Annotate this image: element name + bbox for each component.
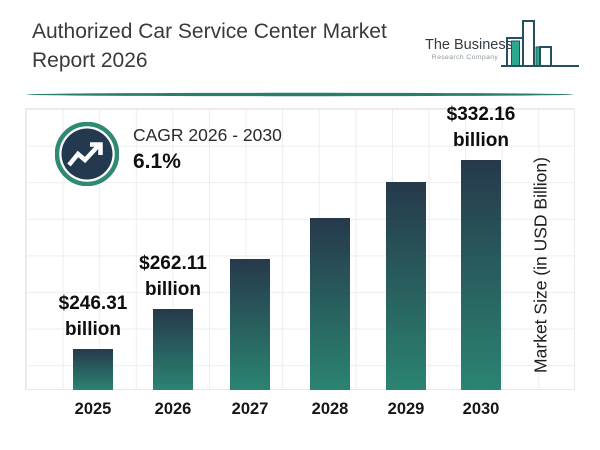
value-label-2026: $262.11 billion	[139, 253, 207, 300]
x-tick-2028: 2028	[311, 400, 349, 418]
title-divider	[26, 92, 574, 97]
cagr-text: CAGR 2026 - 2030 6.1%	[133, 122, 282, 174]
cagr-badge: CAGR 2026 - 2030 6.1%	[55, 122, 282, 186]
logo-company-subname: Research Company	[431, 54, 499, 61]
growth-trend-icon	[55, 122, 119, 186]
y-axis-label: Market Size (in USD Billion)	[530, 157, 551, 373]
company-logo: The Business Research Company	[425, 14, 585, 76]
x-tick-2027: 2027	[231, 400, 269, 418]
x-tick-2030: 2030	[462, 400, 500, 418]
value-label-2025: $246.31 billion	[58, 293, 128, 340]
cagr-label: CAGR 2026 - 2030	[133, 125, 282, 145]
cagr-value: 6.1%	[133, 150, 181, 173]
bar-2025	[73, 349, 113, 390]
logo-company-name: The Business	[425, 37, 513, 53]
x-tick-2029: 2029	[387, 400, 425, 418]
bar-2030	[461, 160, 501, 390]
bar-2027	[230, 259, 270, 390]
bar-chart-logo-icon	[501, 20, 579, 67]
value-label-2030: $332.16 billion	[446, 104, 516, 151]
bar-2026	[153, 309, 193, 390]
x-tick-2026: 2026	[154, 400, 192, 418]
bar-2029	[386, 182, 426, 390]
page-title: Authorized Car Service Center Market Rep…	[32, 20, 387, 72]
bar-2028	[310, 218, 350, 390]
x-tick-2025: 2025	[74, 400, 112, 418]
logo-text: The Business Research Company	[425, 37, 513, 61]
